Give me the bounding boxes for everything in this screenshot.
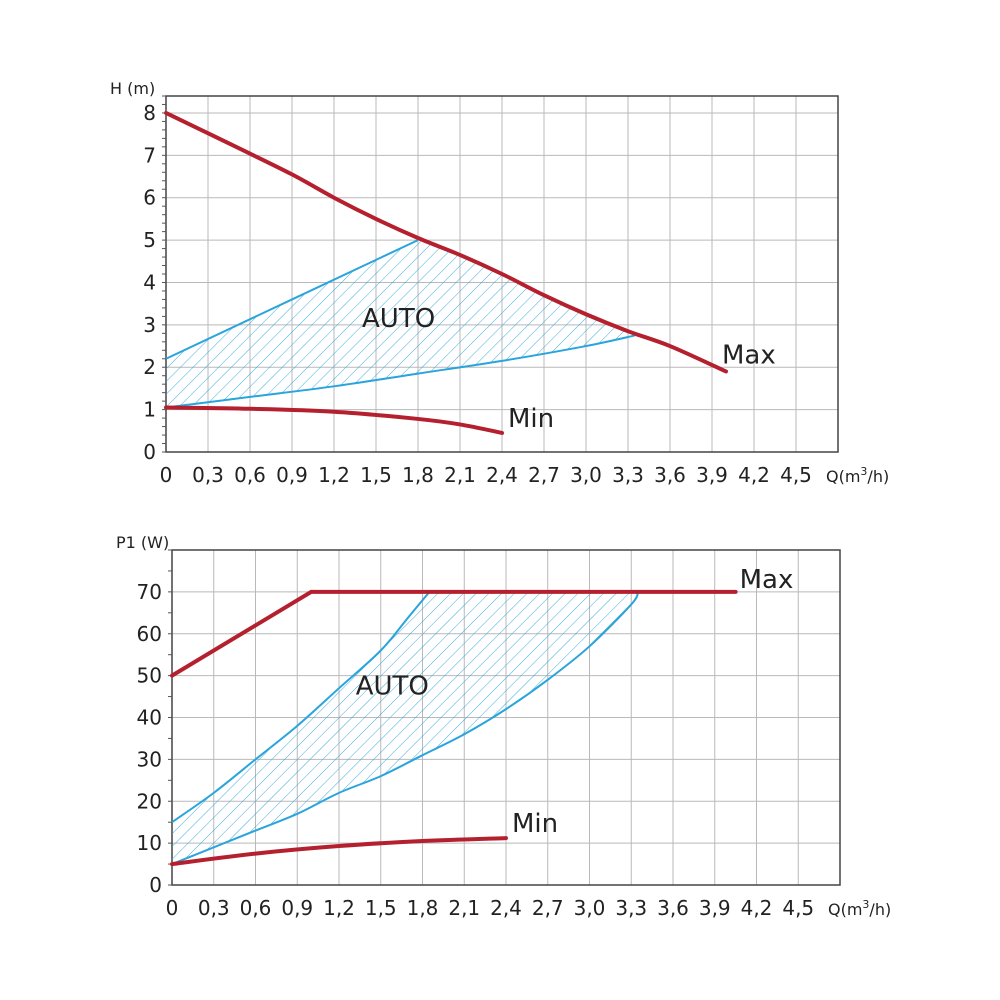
x-tick-label: 1,5 bbox=[360, 463, 392, 487]
x-tick-label: 3,9 bbox=[696, 463, 728, 487]
y-tick-label: 5 bbox=[143, 228, 156, 252]
x-tick-label: 2,7 bbox=[528, 463, 560, 487]
x-tick-label: 4,5 bbox=[780, 463, 812, 487]
x-tick-label: 0 bbox=[166, 896, 179, 920]
x-tick-label: 3,6 bbox=[657, 896, 689, 920]
x-tick-label: 2,1 bbox=[444, 463, 476, 487]
y-tick-label: 7 bbox=[143, 143, 156, 167]
y-tick-label: 20 bbox=[137, 789, 162, 813]
min-curve-label: Min bbox=[508, 404, 554, 434]
y-tick-label: 8 bbox=[143, 101, 156, 125]
auto-upper-line bbox=[171, 591, 431, 824]
series-max-line bbox=[170, 589, 738, 678]
series-min-line bbox=[164, 405, 504, 435]
y-tick-label: 0 bbox=[149, 873, 162, 897]
x-tick-label: 3,3 bbox=[612, 463, 644, 487]
auto-lower-line bbox=[171, 591, 640, 865]
x-tick-label: 1,8 bbox=[407, 896, 439, 920]
series-min-line bbox=[170, 836, 508, 867]
auto-lower-line bbox=[165, 334, 636, 409]
y-tick-label: 6 bbox=[143, 186, 156, 210]
x-axis-title: Q(m3/h) bbox=[826, 465, 889, 486]
x-tick-label: 3,3 bbox=[615, 896, 647, 920]
auto-label: AUTO bbox=[356, 671, 429, 701]
x-tick-label: 2,4 bbox=[490, 896, 522, 920]
x-tick-label: 3,6 bbox=[654, 463, 686, 487]
auto-upper-line bbox=[165, 239, 419, 360]
x-tick-label: 0,9 bbox=[281, 896, 313, 920]
x-tick-label: 4,2 bbox=[738, 463, 770, 487]
y-tick-label: 10 bbox=[137, 831, 162, 855]
y-tick-label: 0 bbox=[143, 440, 156, 464]
x-tick-label: 3,0 bbox=[574, 896, 606, 920]
y-tick-label: 60 bbox=[137, 622, 162, 646]
x-tick-label: 0,6 bbox=[234, 463, 266, 487]
x-tick-label: 2,7 bbox=[532, 896, 564, 920]
x-tick-label: 2,4 bbox=[486, 463, 518, 487]
x-tick-label: 0,3 bbox=[198, 896, 230, 920]
x-tick-label: 1,8 bbox=[402, 463, 434, 487]
x-tick-label: 4,5 bbox=[782, 896, 814, 920]
y-tick-label: 2 bbox=[143, 355, 156, 379]
max-curve-label: Max bbox=[722, 340, 776, 370]
x-tick-label: 0,3 bbox=[192, 463, 224, 487]
y-tick-label: 1 bbox=[143, 398, 156, 422]
x-tick-label: 3,9 bbox=[699, 896, 731, 920]
x-tick-label: 2,1 bbox=[448, 896, 480, 920]
y-tick-label: 30 bbox=[137, 747, 162, 771]
min-curve-label: Min bbox=[512, 809, 558, 839]
y-axis-title: P1 (W) bbox=[116, 533, 169, 552]
y-axis-title: H (m) bbox=[110, 79, 155, 98]
x-tick-label: 1,5 bbox=[365, 896, 397, 920]
y-tick-label: 70 bbox=[137, 580, 162, 604]
x-tick-label: 4,2 bbox=[741, 896, 773, 920]
x-tick-label: 1,2 bbox=[318, 463, 350, 487]
x-tick-label: 0,6 bbox=[240, 896, 272, 920]
auto-label: AUTO bbox=[362, 304, 435, 334]
y-tick-label: 40 bbox=[137, 706, 162, 730]
x-tick-label: 1,2 bbox=[323, 896, 355, 920]
auto-region-hatch bbox=[172, 591, 639, 865]
y-tick-label: 3 bbox=[143, 313, 156, 337]
x-tick-label: 0,9 bbox=[276, 463, 308, 487]
max-curve-label: Max bbox=[740, 565, 794, 595]
series-max-line bbox=[164, 110, 728, 374]
power-chart: 0 0,3 0,6 0,9 1,2 1,5 1,8 2,1 2,4 2,7 3,0 3,3 3,6 3,9… bbox=[116, 533, 891, 920]
auto-region-hatch bbox=[166, 237, 635, 408]
y-tick-label: 4 bbox=[143, 270, 156, 294]
x-axis-title: Q(m3/h) bbox=[828, 898, 891, 919]
y-tick-label: 50 bbox=[137, 664, 162, 688]
x-tick-label: 3,0 bbox=[570, 463, 602, 487]
x-tick-label: 0 bbox=[160, 463, 173, 487]
head-chart: 0 0,3 0,6 0,9 1,2 1,5 1,8 2,1 2,4 2,7 3,0 3,3 3,6 3,9… bbox=[110, 79, 889, 487]
